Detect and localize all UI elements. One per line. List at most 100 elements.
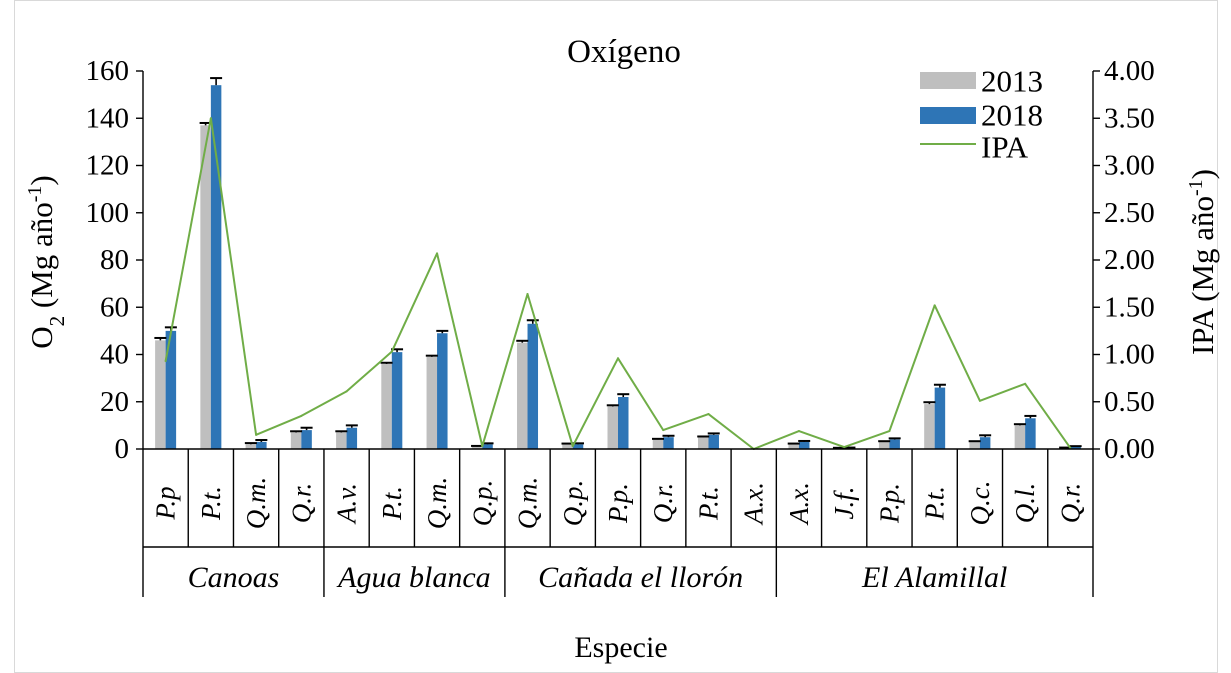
y-axis-left-title-superscript: -1 bbox=[24, 186, 46, 203]
y-axis-right-title-superscript: -1 bbox=[1185, 179, 1207, 196]
x-axis-title: Especie bbox=[574, 631, 667, 664]
category-label-10-p-p: P.p. bbox=[603, 483, 633, 524]
category-label-9-q-p: Q.p. bbox=[558, 480, 588, 527]
category-label-18-q-c: Q.c. bbox=[965, 481, 995, 526]
ipa-point-6-q-m bbox=[436, 252, 439, 255]
group-labels: Canoas Agua blanca Cañada el llorón El Alam… bbox=[188, 561, 1008, 594]
bar-2018-16-p-p bbox=[889, 439, 900, 449]
y-axis-left-title-unit: (Mg año bbox=[24, 202, 59, 316]
bar-2013-14-a-x bbox=[788, 444, 799, 449]
bar-2018-17-p-t bbox=[934, 387, 946, 449]
chart-title: Oxígeno bbox=[567, 34, 681, 70]
bar-2013-6-q-m bbox=[426, 356, 438, 449]
y-right-tick-label-3: 1.50 bbox=[1104, 291, 1155, 323]
category-label-17-p-t: P.t. bbox=[920, 486, 950, 521]
y-right-tick-label-6: 3.00 bbox=[1104, 150, 1155, 182]
category-label-11-q-r: Q.r. bbox=[648, 483, 678, 524]
y-axis-left-title: O2 (Mg año-1) bbox=[24, 175, 69, 349]
bar-2018-10-p-p bbox=[618, 397, 629, 449]
category-label-5-p-t: P.t. bbox=[377, 486, 407, 521]
bar-2018-19-q-l bbox=[1025, 418, 1036, 449]
bar-2018-3-q-r bbox=[301, 430, 312, 449]
y-left-tick-label-7: 140 bbox=[86, 102, 130, 134]
group-label-canada-el-lloron: Cañada el llorón bbox=[538, 561, 743, 594]
bar-2013-5-p-t bbox=[381, 363, 392, 449]
group-label-agua-blanca: Agua blanca bbox=[336, 561, 490, 594]
ipa-point-3-q-r bbox=[300, 414, 303, 417]
bar-2013-17-p-t bbox=[924, 404, 935, 449]
bar-2013-12-p-t bbox=[697, 437, 709, 449]
bar-2018-4-a-v bbox=[346, 427, 358, 449]
y-right-tick-label-5: 2.50 bbox=[1104, 197, 1155, 229]
ipa-point-4-a-v bbox=[345, 390, 348, 393]
y-axis-left-ticks: 0 20 40 60 80 100 120 140 160 bbox=[86, 55, 143, 465]
ipa-point-18-q-c bbox=[978, 399, 981, 402]
bar-2013-3-q-r bbox=[290, 432, 302, 449]
bar-2018-0-p-p bbox=[165, 330, 177, 449]
bar-2018-14-a-x bbox=[798, 441, 810, 449]
bar-2018-2-q-m bbox=[256, 441, 267, 449]
bar-2013-1-p-t bbox=[200, 125, 211, 450]
y-left-tick-label-2: 40 bbox=[100, 339, 129, 371]
y-right-tick-label-0: 0.00 bbox=[1104, 433, 1155, 465]
category-labels: P.p P.t. Q.m. Q.r. A.v. P.t. Q.m. Q.p. Q.m. Q.p. P… bbox=[151, 477, 1086, 530]
category-label-7-q-p: Q.p. bbox=[467, 480, 497, 527]
y-left-tick-label-5: 100 bbox=[86, 197, 130, 229]
ipa-point-17-p-t bbox=[933, 304, 936, 307]
bar-2018-11-q-r bbox=[663, 437, 674, 449]
category-label-13-a-x: A.x. bbox=[739, 482, 769, 526]
y-right-tick-label-8: 4.00 bbox=[1104, 55, 1155, 87]
bar-2013-4-a-v bbox=[336, 432, 347, 449]
bar-2018-9-q-p bbox=[572, 444, 584, 449]
y-axis-right-title-prefix: IPA (Mg año bbox=[1185, 196, 1220, 355]
y-right-tick-label-4: 2.00 bbox=[1104, 244, 1155, 276]
ipa-point-2-q-m bbox=[255, 433, 258, 436]
category-label-4-a-v: A.v. bbox=[332, 483, 362, 525]
legend-swatch-2018 bbox=[920, 107, 976, 124]
bar-2018-8-q-m bbox=[527, 323, 539, 449]
error-bars bbox=[154, 77, 1082, 449]
ipa-point-14-a-x bbox=[797, 430, 800, 433]
ipa-point-9-q-p bbox=[571, 445, 574, 448]
legend-label-2013: 2013 bbox=[981, 64, 1043, 99]
category-label-6-q-m: Q.m. bbox=[422, 477, 452, 530]
ipa-point-8-q-m bbox=[526, 293, 529, 296]
y-axis-left-title-prefix: O bbox=[24, 326, 59, 348]
y-right-tick-label-7: 3.50 bbox=[1104, 102, 1155, 134]
bar-2018-5-p-t bbox=[391, 352, 403, 449]
y-left-tick-label-0: 0 bbox=[115, 433, 130, 465]
ipa-point-12-p-t bbox=[707, 413, 710, 416]
bar-2013-16-p-p bbox=[878, 441, 890, 449]
category-label-8-q-m: Q.m. bbox=[513, 477, 543, 530]
ipa-point-16-p-p bbox=[888, 430, 891, 433]
bar-2018-18-q-c bbox=[979, 437, 991, 449]
bar-2013-7-q-p bbox=[471, 446, 483, 449]
bar-2013-0-p-p bbox=[155, 340, 166, 449]
y-right-tick-label-1: 0.50 bbox=[1104, 386, 1155, 418]
category-label-14-a-x: A.x. bbox=[784, 482, 814, 526]
bar-2018-6-q-m bbox=[437, 333, 448, 449]
ipa-point-10-p-p bbox=[617, 357, 619, 360]
ipa-point-7-q-p bbox=[481, 445, 484, 448]
y-right-tick-label-2: 1.00 bbox=[1104, 339, 1155, 371]
y-axis-right-ticks: 0.00 0.50 1.00 1.50 2.00 2.50 3.00 3.50 4.00 bbox=[1093, 55, 1155, 465]
ipa-point-0-p-p bbox=[164, 360, 167, 363]
legend-label-2018: 2018 bbox=[981, 98, 1043, 133]
legend-label-ipa: IPA bbox=[981, 130, 1029, 165]
ipa-point-19-q-l bbox=[1024, 382, 1027, 385]
group-label-canoas: Canoas bbox=[188, 561, 280, 594]
bar-2013-9-q-p bbox=[562, 444, 573, 449]
category-label-19-q-l: Q.l. bbox=[1010, 483, 1040, 524]
legend-swatch-2013 bbox=[920, 72, 976, 89]
category-axis-dividers bbox=[142, 449, 1094, 597]
category-label-2-q-m: Q.m. bbox=[241, 477, 271, 530]
y-axis-right-title-suffix: ) bbox=[1185, 169, 1220, 179]
bar-2018-12-p-t bbox=[708, 434, 719, 449]
bar-2018-20-q-r bbox=[1070, 446, 1081, 449]
y-left-tick-label-1: 20 bbox=[100, 386, 129, 418]
y-left-tick-label-6: 120 bbox=[86, 150, 130, 182]
bar-2013-11-q-r bbox=[652, 439, 664, 449]
bar-2013-2-q-m bbox=[245, 444, 257, 449]
category-label-0-p-p: P.p bbox=[151, 486, 181, 520]
bar-2013-8-q-m bbox=[517, 342, 528, 449]
